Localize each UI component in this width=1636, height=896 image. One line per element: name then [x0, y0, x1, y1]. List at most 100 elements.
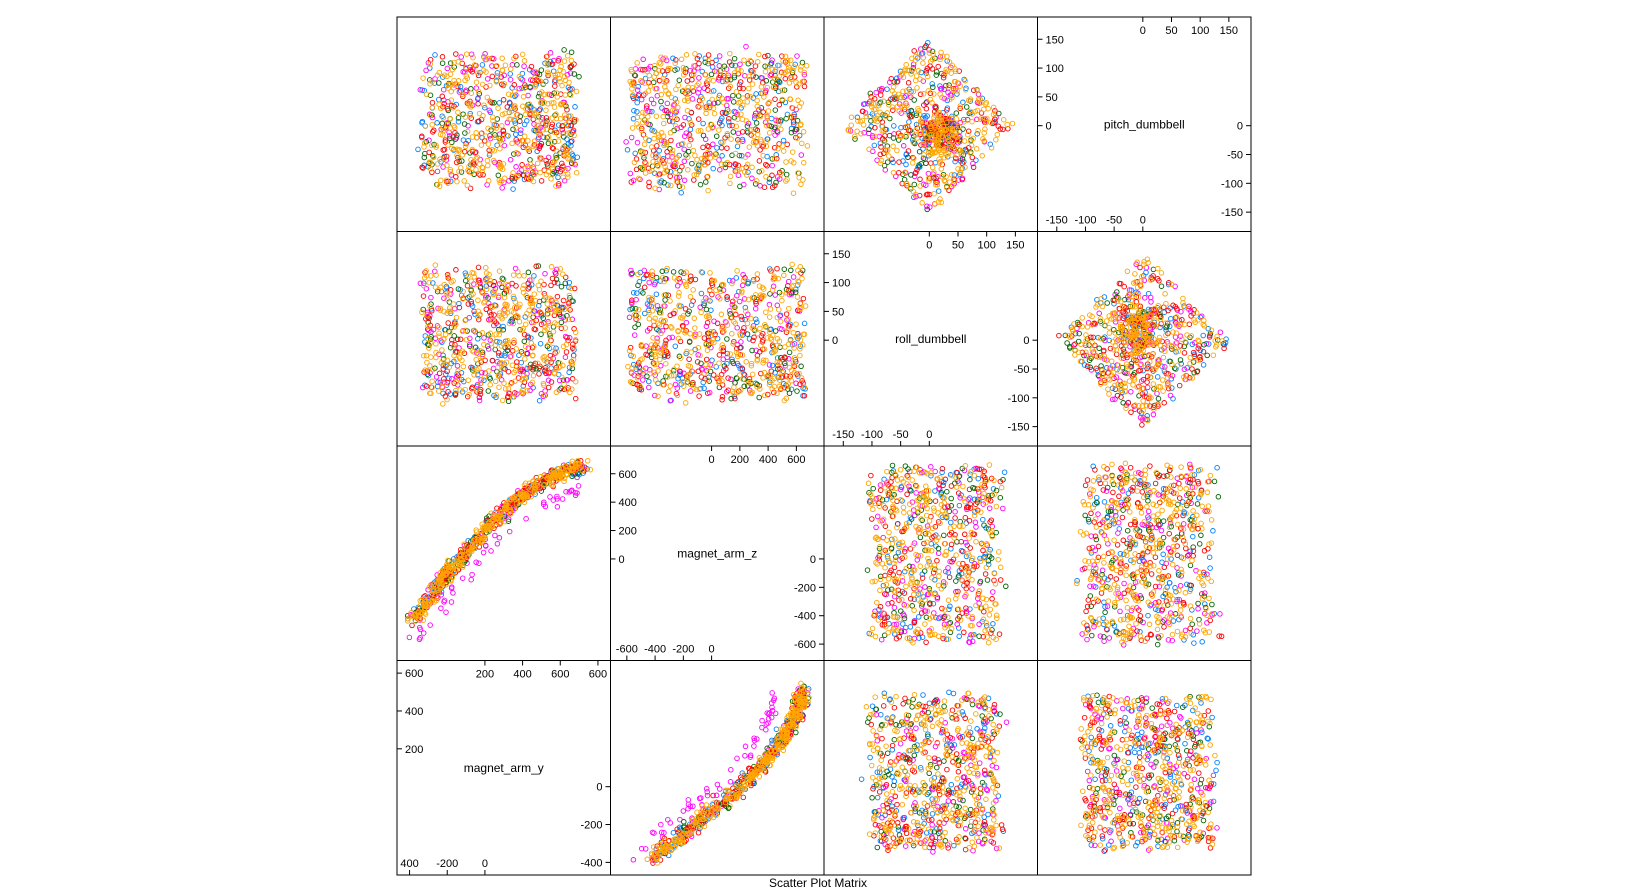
data-point [749, 68, 755, 74]
data-point [795, 170, 801, 176]
data-point [953, 116, 960, 122]
data-point [784, 61, 791, 67]
data-point [556, 75, 562, 82]
data-point [1210, 352, 1217, 358]
data-point [417, 87, 424, 93]
data-point [700, 132, 707, 139]
data-point [507, 66, 514, 72]
data-point [794, 135, 801, 141]
data-point [773, 83, 779, 90]
data-point [499, 397, 506, 404]
data-point [654, 143, 660, 149]
data-point [719, 393, 726, 400]
data-point [713, 133, 720, 139]
data-point [563, 349, 570, 355]
data-point [460, 137, 467, 143]
data-point [548, 123, 555, 130]
data-point [634, 290, 640, 296]
data-point [497, 179, 503, 186]
data-point [534, 160, 541, 167]
data-point [701, 385, 707, 392]
data-point [559, 126, 565, 133]
data-point [557, 168, 564, 175]
data-point [653, 70, 659, 76]
data-point [1189, 366, 1195, 372]
data-point [771, 84, 777, 90]
data-point [757, 325, 763, 332]
data-point [727, 351, 733, 357]
data-point [727, 180, 733, 187]
data-point [925, 39, 931, 46]
data-point [517, 130, 524, 137]
data-point [489, 73, 496, 80]
data-point [535, 130, 541, 137]
data-point [935, 188, 942, 194]
data-point [1169, 361, 1175, 367]
data-point [461, 121, 468, 127]
data-point [572, 104, 578, 110]
data-point [531, 141, 538, 148]
data-point [686, 134, 693, 141]
data-point [649, 144, 655, 150]
data-point [775, 118, 782, 124]
data-point [675, 104, 681, 111]
data-point [798, 64, 804, 70]
data-point [911, 48, 917, 54]
data-point [689, 84, 696, 91]
data-point [787, 114, 794, 120]
data-point [449, 145, 455, 152]
data-point [653, 291, 660, 297]
data-point [776, 102, 783, 108]
data-point [538, 100, 544, 106]
data-point [724, 336, 730, 342]
data-point [1200, 362, 1207, 368]
data-point [893, 75, 900, 82]
data-point [673, 155, 679, 162]
data-point [648, 96, 655, 103]
data-point [434, 120, 440, 126]
data-point [510, 272, 517, 278]
data-point [524, 118, 530, 124]
data-point [538, 178, 545, 184]
data-point [686, 356, 692, 362]
data-point [720, 139, 726, 145]
data-point [545, 72, 551, 79]
data-point [739, 129, 746, 135]
data-point [567, 156, 573, 162]
data-point [659, 105, 665, 111]
data-point [716, 63, 723, 69]
data-point [1056, 332, 1062, 339]
data-point [710, 141, 716, 148]
data-point [670, 55, 676, 62]
data-point [662, 55, 669, 61]
data-point [445, 142, 451, 148]
data-point [427, 81, 433, 87]
data-point [665, 153, 671, 159]
data-point [772, 292, 778, 298]
data-point [772, 107, 779, 113]
data-point [426, 159, 433, 165]
data-point [667, 130, 674, 136]
data-point [540, 80, 547, 87]
data-point [703, 356, 710, 363]
data-point [476, 91, 483, 97]
data-point [488, 548, 494, 554]
data-point [676, 77, 683, 83]
data-point [564, 53, 571, 59]
data-point [666, 158, 673, 164]
data-point [672, 170, 679, 176]
data-point [532, 82, 539, 88]
data-point [521, 85, 528, 91]
data-point [647, 83, 654, 89]
data-point [712, 151, 719, 158]
data-point [719, 153, 725, 159]
data-point [954, 152, 960, 159]
data-point [548, 100, 555, 106]
data-point [740, 138, 746, 144]
data-point [703, 110, 709, 117]
panel-magnet_arm_z-vs-pitch_dumbbell [623, 43, 811, 196]
data-point [632, 305, 639, 312]
data-point [438, 177, 444, 184]
data-point [729, 330, 735, 337]
data-point [750, 69, 756, 75]
